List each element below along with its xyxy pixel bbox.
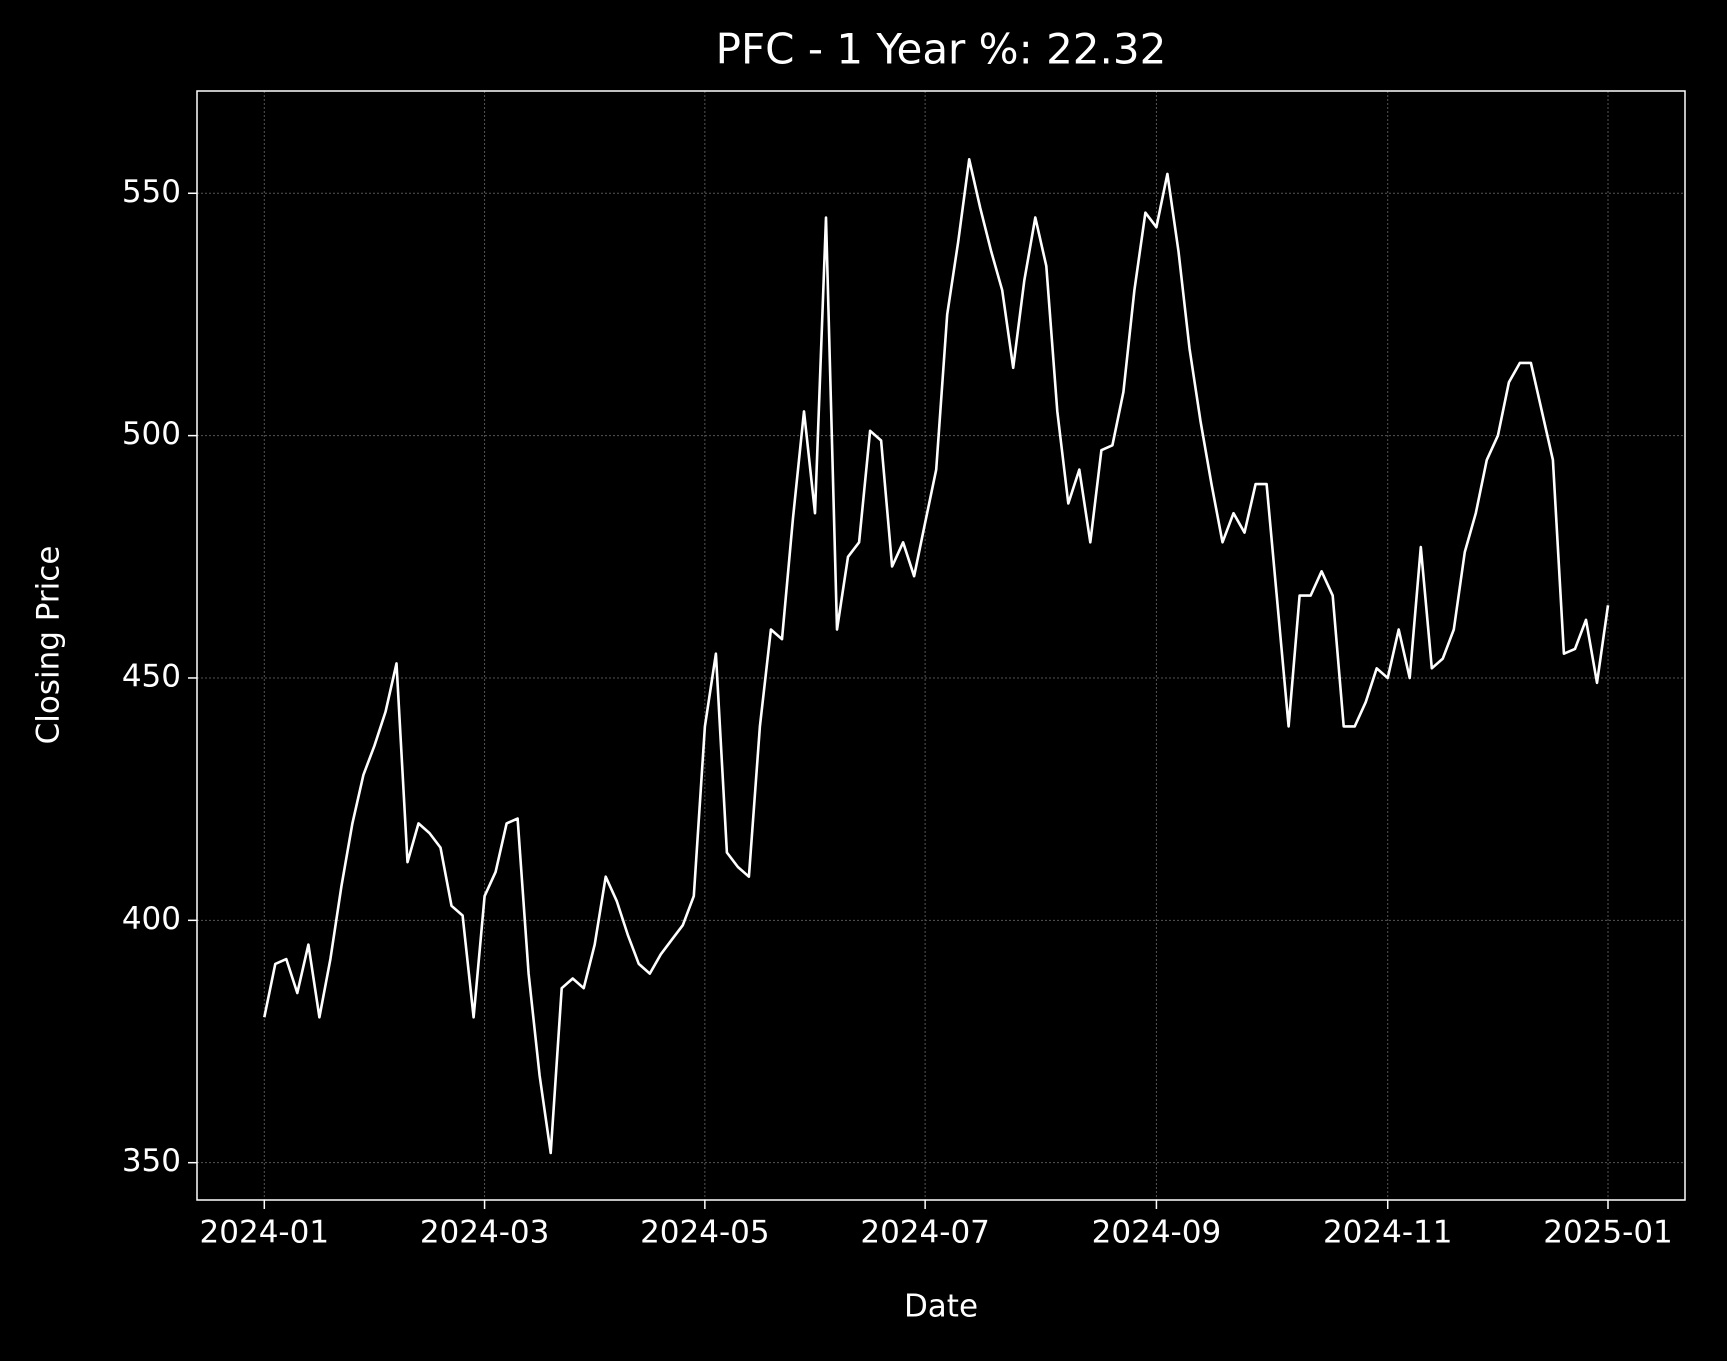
x-tick-label: 2024-09 xyxy=(1092,1215,1222,1251)
x-tick-label: 2024-11 xyxy=(1323,1215,1453,1251)
y-tick-label: 550 xyxy=(122,174,181,210)
chart-title: PFC - 1 Year %: 22.32 xyxy=(716,25,1167,74)
y-axis-label: Closing Price xyxy=(31,546,67,745)
price-line xyxy=(263,158,1610,1155)
x-axis-label: Date xyxy=(904,1289,978,1325)
y-tick-label: 500 xyxy=(122,416,181,452)
x-tick-label: 2025-01 xyxy=(1543,1215,1673,1251)
x-tick-label: 2024-03 xyxy=(420,1215,550,1251)
plot-frame xyxy=(196,90,1686,1201)
x-tick-label: 2024-05 xyxy=(640,1215,770,1251)
y-tick-label: 450 xyxy=(122,658,181,694)
x-tick-label: 2024-01 xyxy=(200,1215,330,1251)
x-tick-label: 2024-07 xyxy=(860,1215,990,1251)
y-tick-label: 350 xyxy=(122,1143,181,1179)
y-tick-label: 400 xyxy=(122,901,181,937)
